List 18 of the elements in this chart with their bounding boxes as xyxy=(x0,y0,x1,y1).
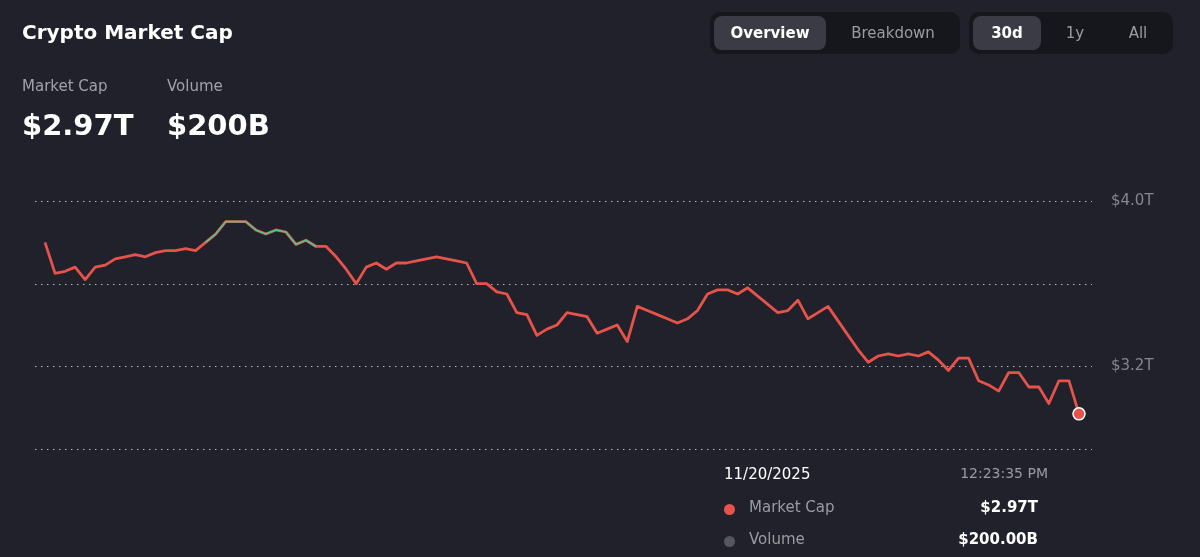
text: Volume xyxy=(167,77,223,95)
text: Volume xyxy=(749,530,805,548)
text: 1y xyxy=(1065,24,1085,42)
text: 12:23:35 PM xyxy=(960,465,1048,481)
y-tick-label: $4.0T xyxy=(1111,190,1155,209)
text: Overview xyxy=(730,24,810,42)
text: All xyxy=(1128,24,1148,42)
text: $200B xyxy=(167,108,270,142)
text: $2.97T xyxy=(980,498,1038,516)
text: $2.97T xyxy=(22,108,134,142)
text: 30d xyxy=(991,24,1023,42)
chart-title: Crypto Market Cap xyxy=(22,20,233,44)
y-tick-label: $3.2T xyxy=(1111,356,1155,375)
text: Market Cap xyxy=(749,498,835,516)
text: $200.00B xyxy=(958,530,1038,548)
text: Breakdown xyxy=(851,24,935,42)
text: Market Cap xyxy=(22,77,108,95)
text: 11/20/2025 xyxy=(724,465,811,483)
